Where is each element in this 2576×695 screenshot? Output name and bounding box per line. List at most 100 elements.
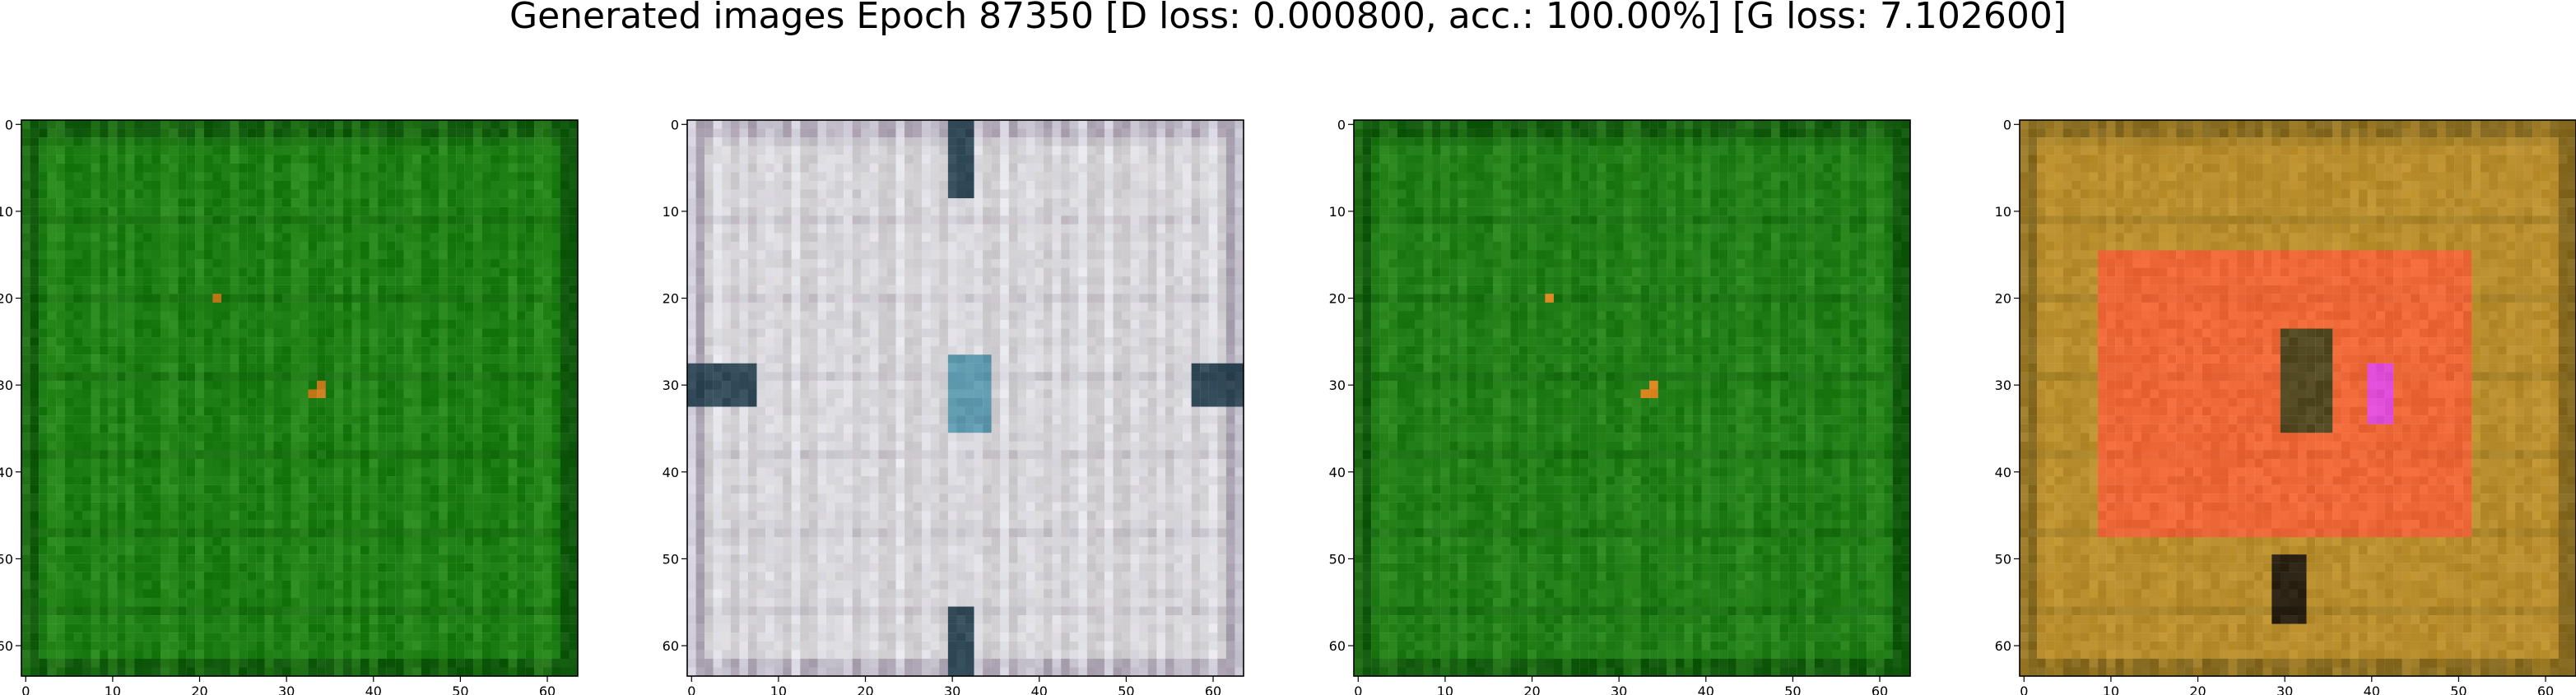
pixel-cell	[464, 415, 474, 424]
pixel-cell	[534, 554, 543, 563]
pixel-cell	[421, 189, 430, 199]
pixel-cell	[178, 476, 187, 485]
pixel-cell	[273, 484, 283, 494]
pixel-cell	[869, 120, 879, 129]
pixel-cell	[534, 372, 543, 382]
pixel-cell	[212, 572, 222, 581]
pixel-cell	[464, 380, 474, 390]
pixel-cell	[886, 198, 896, 207]
pixel-cell	[378, 233, 387, 243]
pixel-cell	[473, 545, 482, 555]
pixel-cell	[317, 345, 326, 355]
pixel-cell	[869, 233, 879, 243]
pixel-cell	[125, 180, 135, 190]
pixel-cell	[739, 189, 749, 199]
pixel-cell	[30, 267, 40, 277]
pixel-cell	[125, 198, 135, 207]
pixel-cell	[412, 424, 422, 433]
pixel-cell	[334, 198, 343, 207]
pixel-cell	[542, 580, 552, 590]
pixel-cell	[291, 537, 300, 546]
pixel-cell	[1078, 180, 1088, 190]
pixel-cell	[395, 328, 404, 338]
pixel-cell	[186, 250, 196, 260]
pixel-cell	[160, 380, 170, 390]
pixel-cell	[395, 337, 404, 346]
pixel-cell	[560, 180, 570, 190]
pixel-cell	[342, 163, 352, 173]
pixel-cell	[247, 233, 257, 243]
pixel-cell	[551, 380, 561, 390]
pixel-cell	[403, 641, 413, 651]
pixel-cell	[473, 155, 482, 164]
pixel-cell	[430, 354, 439, 364]
pixel-cell	[264, 345, 274, 355]
pixel-cell	[473, 294, 482, 303]
pixel-cell	[100, 476, 109, 485]
pixel-cell	[221, 458, 230, 468]
pixel-cell	[421, 345, 430, 355]
pixel-cell	[160, 180, 170, 190]
pixel-cell	[800, 180, 810, 190]
pixel-cell	[221, 224, 230, 234]
pixel-cell	[913, 163, 923, 173]
pixel-cell	[569, 372, 579, 382]
pixel-cell	[695, 128, 705, 138]
pixel-cell	[403, 120, 413, 129]
pixel-cell	[351, 563, 361, 572]
pixel-cell	[861, 163, 870, 173]
pixel-cell	[342, 467, 352, 477]
pixel-cell	[517, 233, 526, 243]
pixel-cell	[499, 163, 509, 173]
pixel-cell	[360, 172, 370, 182]
pixel-cell	[499, 354, 509, 364]
pixel-cell	[421, 146, 430, 155]
pixel-cell	[308, 650, 318, 660]
pixel-cell	[704, 137, 714, 146]
pixel-cell	[560, 441, 570, 451]
pixel-cell	[1008, 172, 1018, 182]
pixel-cell	[525, 146, 535, 155]
pixel-cell	[947, 180, 957, 190]
pixel-cell	[325, 389, 335, 399]
pixel-cell	[542, 155, 552, 164]
pixel-cell	[473, 615, 482, 624]
pixel-cell	[1191, 224, 1201, 234]
pixel-cell	[403, 345, 413, 355]
pixel-cell	[21, 372, 30, 382]
pixel-cell	[247, 250, 257, 260]
pixel-cell	[1061, 215, 1070, 225]
pixel-cell	[395, 458, 404, 468]
pixel-cell	[551, 528, 561, 538]
pixel-cell	[447, 528, 457, 538]
pixel-cell	[421, 259, 430, 268]
pixel-cell	[30, 172, 40, 182]
pixel-cell	[412, 554, 422, 563]
pixel-cell	[273, 406, 283, 416]
pixel-cell	[108, 606, 118, 616]
pixel-cell	[499, 259, 509, 268]
pixel-cell	[317, 311, 326, 321]
pixel-cell	[687, 155, 696, 164]
pixel-cell	[430, 597, 439, 607]
pixel-cell	[1008, 224, 1018, 234]
pixel-cell	[1225, 146, 1235, 155]
pixel-cell	[369, 328, 379, 338]
pixel-cell	[169, 372, 179, 382]
pixel-cell	[325, 641, 335, 651]
pixel-cell	[481, 484, 491, 494]
pixel-cell	[342, 424, 352, 433]
pixel-cell	[499, 467, 509, 477]
pixel-cell	[100, 276, 109, 285]
pixel-cell	[447, 337, 457, 346]
pixel-cell	[264, 580, 274, 590]
pixel-cell	[325, 259, 335, 268]
pixel-cell	[142, 215, 152, 225]
pixel-cell	[499, 267, 509, 277]
pixel-cell	[247, 337, 257, 346]
pixel-cell	[178, 589, 187, 599]
pixel-cell	[73, 163, 83, 173]
pixel-cell	[151, 337, 161, 346]
pixel-cell	[403, 502, 413, 512]
pixel-cell	[342, 623, 352, 633]
